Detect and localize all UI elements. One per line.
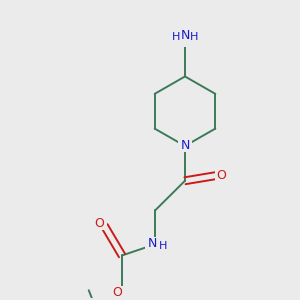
Text: O: O xyxy=(94,218,104,230)
Bar xyxy=(214,169,229,181)
Bar xyxy=(178,140,192,152)
Text: H: H xyxy=(190,32,198,42)
Bar xyxy=(92,218,106,230)
Bar xyxy=(145,237,159,249)
Text: H: H xyxy=(172,32,180,42)
Text: N: N xyxy=(180,140,190,152)
Text: N: N xyxy=(180,29,190,42)
Text: O: O xyxy=(217,169,226,182)
Text: O: O xyxy=(112,286,122,299)
Bar xyxy=(171,33,199,47)
Bar xyxy=(110,286,124,298)
Text: N: N xyxy=(148,237,157,250)
Text: H: H xyxy=(159,241,167,251)
